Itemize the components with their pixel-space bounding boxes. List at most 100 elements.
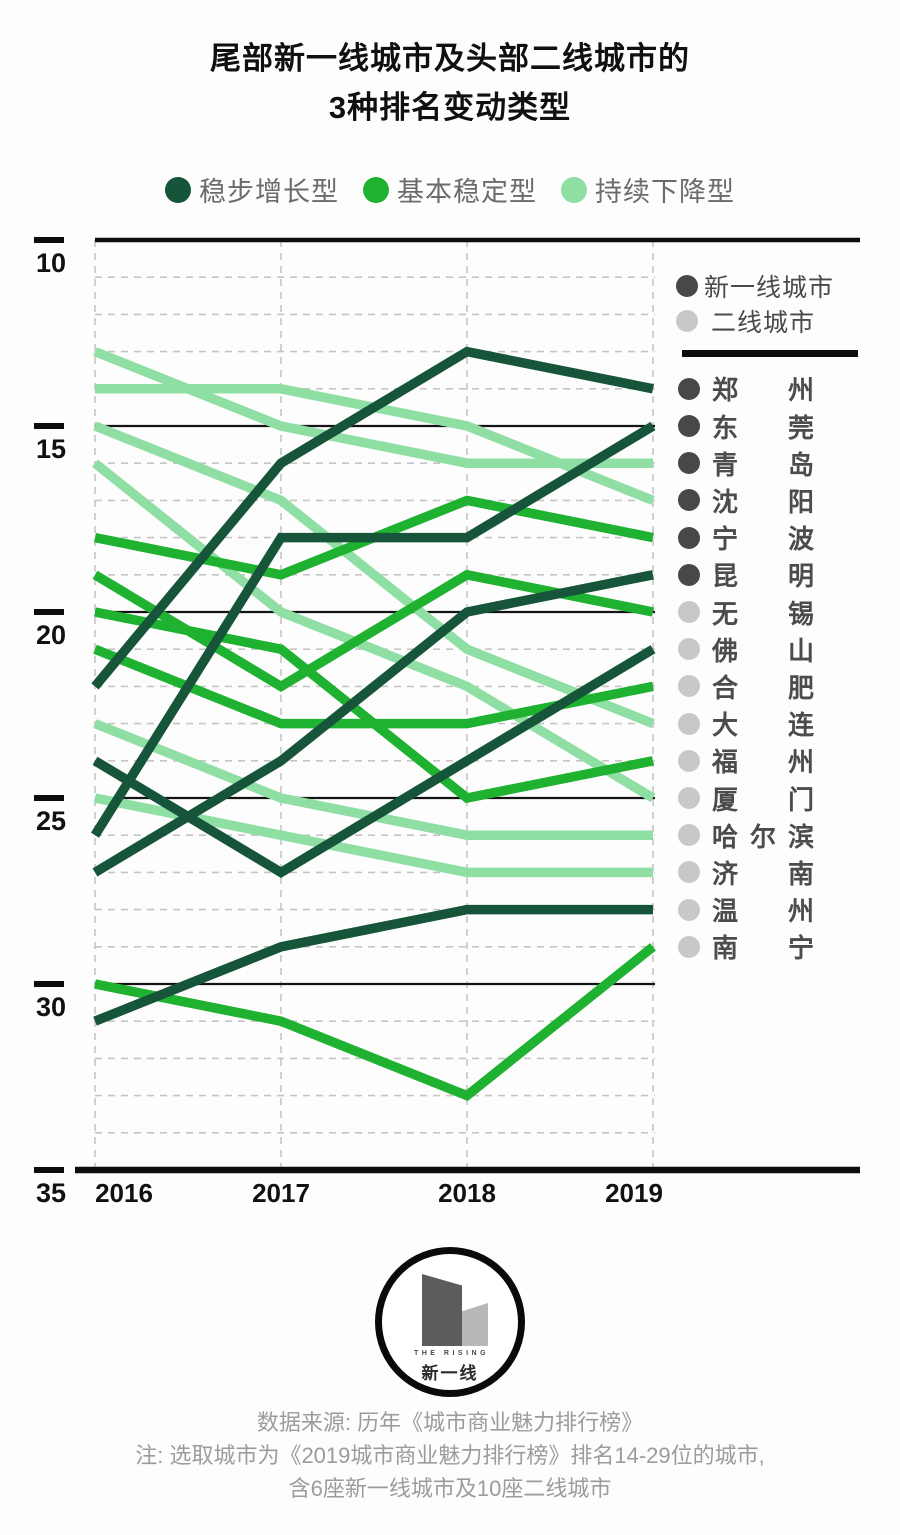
second-tier-label: 二线城市 xyxy=(711,309,816,337)
city-name-char: 厦 xyxy=(712,784,739,815)
city-tier-dot-福州 xyxy=(678,749,700,772)
city-name-合肥: 合肥 xyxy=(712,668,814,705)
city-name-char: 州 xyxy=(787,375,814,406)
city-name-char: 州 xyxy=(787,896,814,927)
city-name-东莞: 东莞 xyxy=(712,408,814,445)
x-axis-label-2019: 2019 xyxy=(605,1178,663,1208)
page-title-line2: 3种排名变动类型 xyxy=(328,90,572,125)
x-axis-label-2016: 2016 xyxy=(95,1178,153,1208)
city-name-char: 山 xyxy=(787,635,814,666)
logo-building-dark-shape xyxy=(422,1274,462,1346)
city-name-char: 无 xyxy=(712,598,739,629)
city-name-char: 州 xyxy=(787,747,814,778)
city-tier-dot-济南 xyxy=(678,861,700,884)
series-line-厦门 xyxy=(92,459,656,803)
city-tier-dot-沈阳 xyxy=(678,489,700,512)
type-legend-label-2: 持续下降型 xyxy=(595,177,735,207)
city-name-char: 尔 xyxy=(749,821,776,852)
city-row-温州: 温州 xyxy=(0,895,900,926)
city-tier-dot-东莞 xyxy=(678,415,700,437)
series-line-温州 xyxy=(93,904,653,1026)
second-tier-dot xyxy=(676,310,698,332)
x-axis-label-2018: 2018 xyxy=(438,1178,496,1208)
city-tier-dot-无锡 xyxy=(678,601,700,623)
city-name-char: 明 xyxy=(787,561,814,592)
city-name-char: 郑 xyxy=(712,375,739,406)
type-legend-item-0: 稳步增长型 xyxy=(165,170,339,209)
series-line-福州 xyxy=(94,607,654,804)
page-title-line1: 尾部新一线城市及头部二线城市的 xyxy=(210,41,690,76)
city-name-char: 佛 xyxy=(712,635,739,666)
city-name-char: 昆 xyxy=(712,561,739,592)
city-row-宁波: 宁波 xyxy=(0,523,900,554)
city-tier-dot-佛山 xyxy=(678,638,700,661)
city-name-char: 南 xyxy=(787,858,814,889)
city-tier-dot-大连 xyxy=(678,712,700,735)
tier-legend-row-new-first: 新一线城市 xyxy=(676,268,834,304)
the-rising-logo: THE RISING 新一线 xyxy=(375,1247,525,1397)
city-name-沈阳: 沈阳 xyxy=(712,482,814,519)
page-title: 尾部新一线城市及头部二线城市的 3种排名变动类型 xyxy=(0,34,900,132)
city-name-佛山: 佛山 xyxy=(712,631,814,668)
city-tier-dot-宁波 xyxy=(678,526,700,549)
city-name-char: 哈 xyxy=(712,821,739,852)
y-axis-label-30: 30 xyxy=(36,992,67,1022)
city-name-char: 门 xyxy=(787,784,814,815)
city-name-char: 沈 xyxy=(712,486,739,517)
city-tier-dot-青岛 xyxy=(678,452,700,475)
city-row-郑州: 郑州 xyxy=(0,374,900,405)
city-name-char: 波 xyxy=(787,524,814,555)
city-name-哈尔滨: 哈尔滨 xyxy=(712,817,814,854)
logo-text-xinyixian: 新一线 xyxy=(421,1364,479,1383)
city-name-char: 滨 xyxy=(787,821,814,852)
city-row-厦门: 厦门 xyxy=(0,783,900,815)
series-line-郑州 xyxy=(91,346,654,690)
legend-divider xyxy=(682,350,858,357)
city-name-char: 莞 xyxy=(787,412,814,443)
city-name-无锡: 无锡 xyxy=(712,594,814,631)
city-row-福州: 福州 xyxy=(0,746,900,777)
new-first-tier-dot xyxy=(676,275,698,297)
city-name-char: 锡 xyxy=(787,598,814,629)
city-name-南宁: 南宁 xyxy=(712,928,814,965)
city-name-char: 温 xyxy=(712,896,739,927)
city-row-沈阳: 沈阳 xyxy=(0,485,900,517)
city-name-郑州: 郑州 xyxy=(712,370,814,407)
city-row-济南: 济南 xyxy=(0,857,900,889)
city-name-char: 青 xyxy=(712,449,739,480)
city-row-哈尔滨: 哈尔滨 xyxy=(0,820,900,852)
y-axis-label-15: 15 xyxy=(36,434,67,464)
type-legend-dot-0 xyxy=(165,176,191,203)
city-tier-dot-南宁 xyxy=(678,935,700,958)
city-name-厦门: 厦门 xyxy=(712,780,814,817)
selection-note-line2: 含6座新一线城市及10座二线城市 xyxy=(288,1476,612,1501)
city-name-char: 阳 xyxy=(787,486,814,517)
city-row-南宁: 南宁 xyxy=(0,932,900,963)
city-name-char: 东 xyxy=(712,412,739,443)
city-name-char: 济 xyxy=(712,858,739,889)
city-name-昆明: 昆明 xyxy=(712,556,814,593)
series-line-南宁 xyxy=(94,943,656,1102)
city-row-合肥: 合肥 xyxy=(0,671,900,703)
x-axis-label-2017: 2017 xyxy=(252,1178,310,1208)
city-name-char: 肥 xyxy=(787,672,814,703)
type-legend-dot-2 xyxy=(561,176,587,203)
type-legend-dot-1 xyxy=(363,176,389,203)
city-tier-dot-合肥 xyxy=(678,675,700,698)
city-name-济南: 济南 xyxy=(712,854,814,891)
city-tier-dot-厦门 xyxy=(678,787,700,809)
city-row-大连: 大连 xyxy=(0,709,900,740)
type-legend-item-1: 基本稳定型 xyxy=(363,170,537,209)
city-name-char: 福 xyxy=(712,747,739,778)
city-row-无锡: 无锡 xyxy=(0,597,900,629)
city-tier-dot-昆明 xyxy=(678,563,700,586)
city-name-char: 大 xyxy=(712,710,739,741)
data-source-note: 数据来源: 历年《城市商业魅力排行榜》 xyxy=(256,1410,644,1435)
city-name-福州: 福州 xyxy=(712,742,814,779)
city-name-char: 岛 xyxy=(787,449,814,480)
city-name-char: 南 xyxy=(712,933,739,964)
selection-note-line1: 注: 选取城市为《2019城市商业魅力排行榜》排名14-29位的城市, xyxy=(135,1443,765,1468)
y-axis-label-35: 35 xyxy=(36,1178,67,1208)
